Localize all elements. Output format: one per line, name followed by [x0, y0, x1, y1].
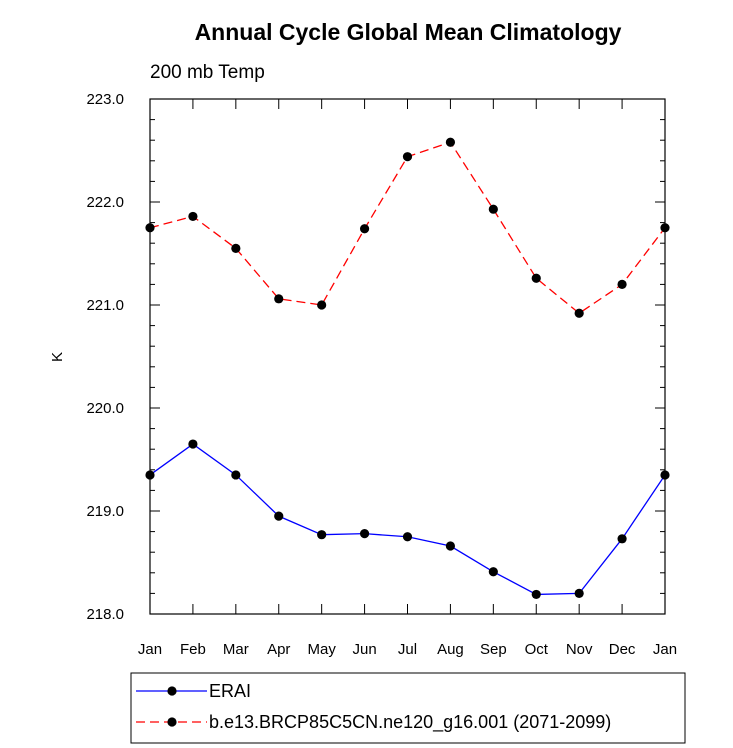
y-tick-label: 222.0 — [86, 194, 124, 211]
series-group — [145, 137, 670, 600]
x-tick-label: May — [307, 641, 336, 658]
legend-marker — [167, 686, 177, 696]
y-tick-label: 219.0 — [86, 503, 124, 520]
x-tick-label: Feb — [180, 641, 206, 658]
data-point — [359, 529, 370, 539]
data-point — [188, 439, 198, 449]
data-point — [231, 243, 241, 253]
legend: ERAI b.e13.BRCP85C5CN.ne120_g16.001 (2071… — [130, 672, 686, 744]
x-tick-label: Mar — [223, 641, 249, 658]
data-point — [488, 567, 498, 577]
x-tick-label: Jan — [653, 641, 677, 658]
legend-label: ERAI — [209, 681, 251, 701]
data-point — [660, 470, 670, 480]
data-point — [317, 530, 327, 540]
data-point — [574, 588, 584, 599]
data-point — [531, 273, 541, 283]
legend-marker — [167, 717, 177, 727]
x-tick-label: Sep — [480, 641, 507, 658]
data-point — [359, 224, 370, 234]
y-tick-label: 221.0 — [86, 297, 124, 314]
series-line-1 — [149, 443, 666, 596]
y-tick-label: 223.0 — [86, 91, 124, 108]
series-line-2 — [149, 141, 666, 315]
x-tick-label: Aug — [437, 641, 464, 658]
data-point — [445, 137, 456, 147]
data-point — [402, 152, 413, 162]
x-tick-label: Nov — [566, 641, 593, 658]
data-point — [317, 300, 327, 310]
legend-box — [130, 672, 686, 744]
data-point — [145, 470, 155, 480]
data-point — [274, 294, 284, 304]
chart-subtitle: 200 mb Temp — [150, 62, 265, 83]
data-point — [231, 470, 241, 480]
data-point — [531, 589, 541, 600]
x-tick-label: Jul — [398, 641, 417, 658]
x-tick-label: Jun — [352, 641, 376, 658]
data-point — [574, 308, 584, 318]
axis-ticks: Jan Feb Mar Apr May Jun Jul Aug Sep Oct Nov Dec Jan 2… — [86, 91, 677, 658]
x-tick-label: Apr — [267, 641, 290, 658]
data-point — [445, 541, 456, 551]
legend-label: b.e13.BRCP85C5CN.ne120_g16.001 (2071-209… — [209, 712, 611, 733]
y-tick-label: 220.0 — [86, 400, 124, 417]
data-point — [274, 511, 284, 521]
x-tick-label: Jan — [138, 641, 162, 658]
data-point — [188, 211, 198, 222]
x-tick-label: Dec — [609, 641, 636, 658]
data-point — [660, 223, 670, 233]
data-point — [145, 223, 155, 233]
chart-title: Annual Cycle Global Mean Climatology — [195, 19, 622, 45]
data-point — [488, 204, 498, 214]
data-point — [402, 532, 413, 542]
x-tick-label: Oct — [525, 641, 549, 658]
data-point — [617, 534, 627, 544]
y-tick-label: 218.0 — [86, 606, 124, 623]
data-point — [617, 279, 627, 289]
y-axis-label: K — [49, 352, 66, 362]
